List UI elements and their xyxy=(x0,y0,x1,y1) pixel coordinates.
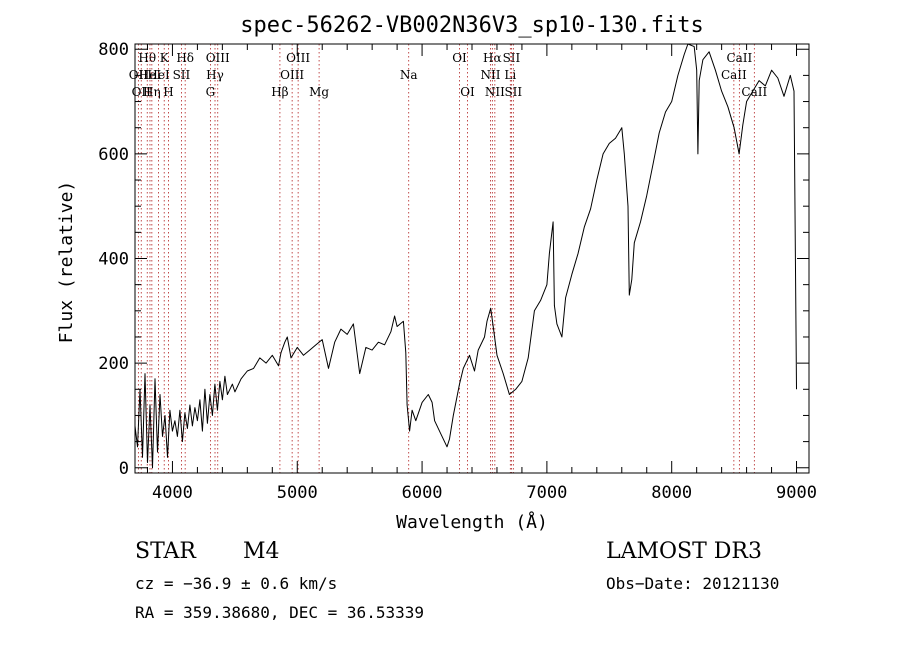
chart-title: spec-56262-VB002N36V3_sp10-130.fits xyxy=(240,13,704,38)
line-marker-label: SII xyxy=(503,51,521,65)
line-marker-label: NII xyxy=(480,68,500,82)
y-tick-label: 0 xyxy=(119,459,129,479)
observation-date: Obs−Date: 20121130 xyxy=(606,574,780,593)
line-marker-label: HeI xyxy=(147,68,170,82)
line-marker-label: HeI xyxy=(139,68,162,82)
line-marker-label: OIII xyxy=(286,51,310,65)
survey-name: LAMOST DR3 xyxy=(606,539,762,564)
line-marker-label: NII xyxy=(485,85,505,99)
line-marker-label: H xyxy=(163,85,173,99)
spectrum-line xyxy=(134,43,797,469)
x-axis-label: Wavelength (Å) xyxy=(396,511,548,533)
y-tick-label: 800 xyxy=(98,40,129,60)
line-marker-label: Hδ xyxy=(176,51,194,65)
line-marker-label: OII xyxy=(132,85,152,99)
line-marker-label: OI xyxy=(460,85,475,99)
line-marker-label: OI xyxy=(452,51,467,65)
line-marker-label: G xyxy=(206,85,216,99)
line-marker-label: CaII xyxy=(741,85,767,99)
x-tick-label: 6000 xyxy=(402,483,443,503)
line-marker-label: SII xyxy=(504,85,522,99)
spectral-line-markers: OIIOIIHθHeIHηHeIKHSIIHδGHγOIIIHβOIIIOIII… xyxy=(129,44,767,473)
series-layer xyxy=(134,43,797,469)
coordinates: RA = 359.38680, DEC = 36.53339 xyxy=(135,603,424,622)
y-tick-label: 400 xyxy=(98,250,129,270)
redshift-velocity: cz = −36.9 ± 0.6 km/s xyxy=(135,574,338,593)
line-marker-label: CaII xyxy=(726,51,752,65)
line-marker-label: SII xyxy=(173,68,191,82)
line-marker-label: OIII xyxy=(280,68,304,82)
x-tick-label: 9000 xyxy=(776,483,817,503)
y-axis-label: Flux (relative) xyxy=(56,181,77,344)
line-marker-label: Hγ xyxy=(206,68,224,82)
line-marker-label: Li xyxy=(504,68,516,82)
plot-frame xyxy=(134,43,810,474)
line-marker-label: Hα xyxy=(483,51,502,65)
object-class: STAR xyxy=(135,539,196,564)
line-marker-label: Na xyxy=(400,68,418,82)
line-marker-label: Mg xyxy=(309,85,329,99)
line-marker-label: Hθ xyxy=(138,51,156,65)
line-marker-label: OIII xyxy=(206,51,230,65)
line-marker-label: Hη xyxy=(143,85,161,99)
y-tick-label: 600 xyxy=(98,145,129,165)
x-tick-label: 8000 xyxy=(651,483,692,503)
line-marker-label: K xyxy=(160,51,170,65)
object-subclass: M4 xyxy=(243,539,280,564)
line-marker-label: Hβ xyxy=(271,85,288,99)
x-tick-label: 5000 xyxy=(277,483,318,503)
x-tick-label: 7000 xyxy=(526,483,567,503)
axes: 4000 5000 6000 7000 8000 9000 0 200 400 600 800 xyxy=(98,40,817,503)
x-tick-label: 4000 xyxy=(152,483,193,503)
line-marker-label: CaII xyxy=(721,68,747,82)
y-tick-label: 200 xyxy=(98,354,129,374)
